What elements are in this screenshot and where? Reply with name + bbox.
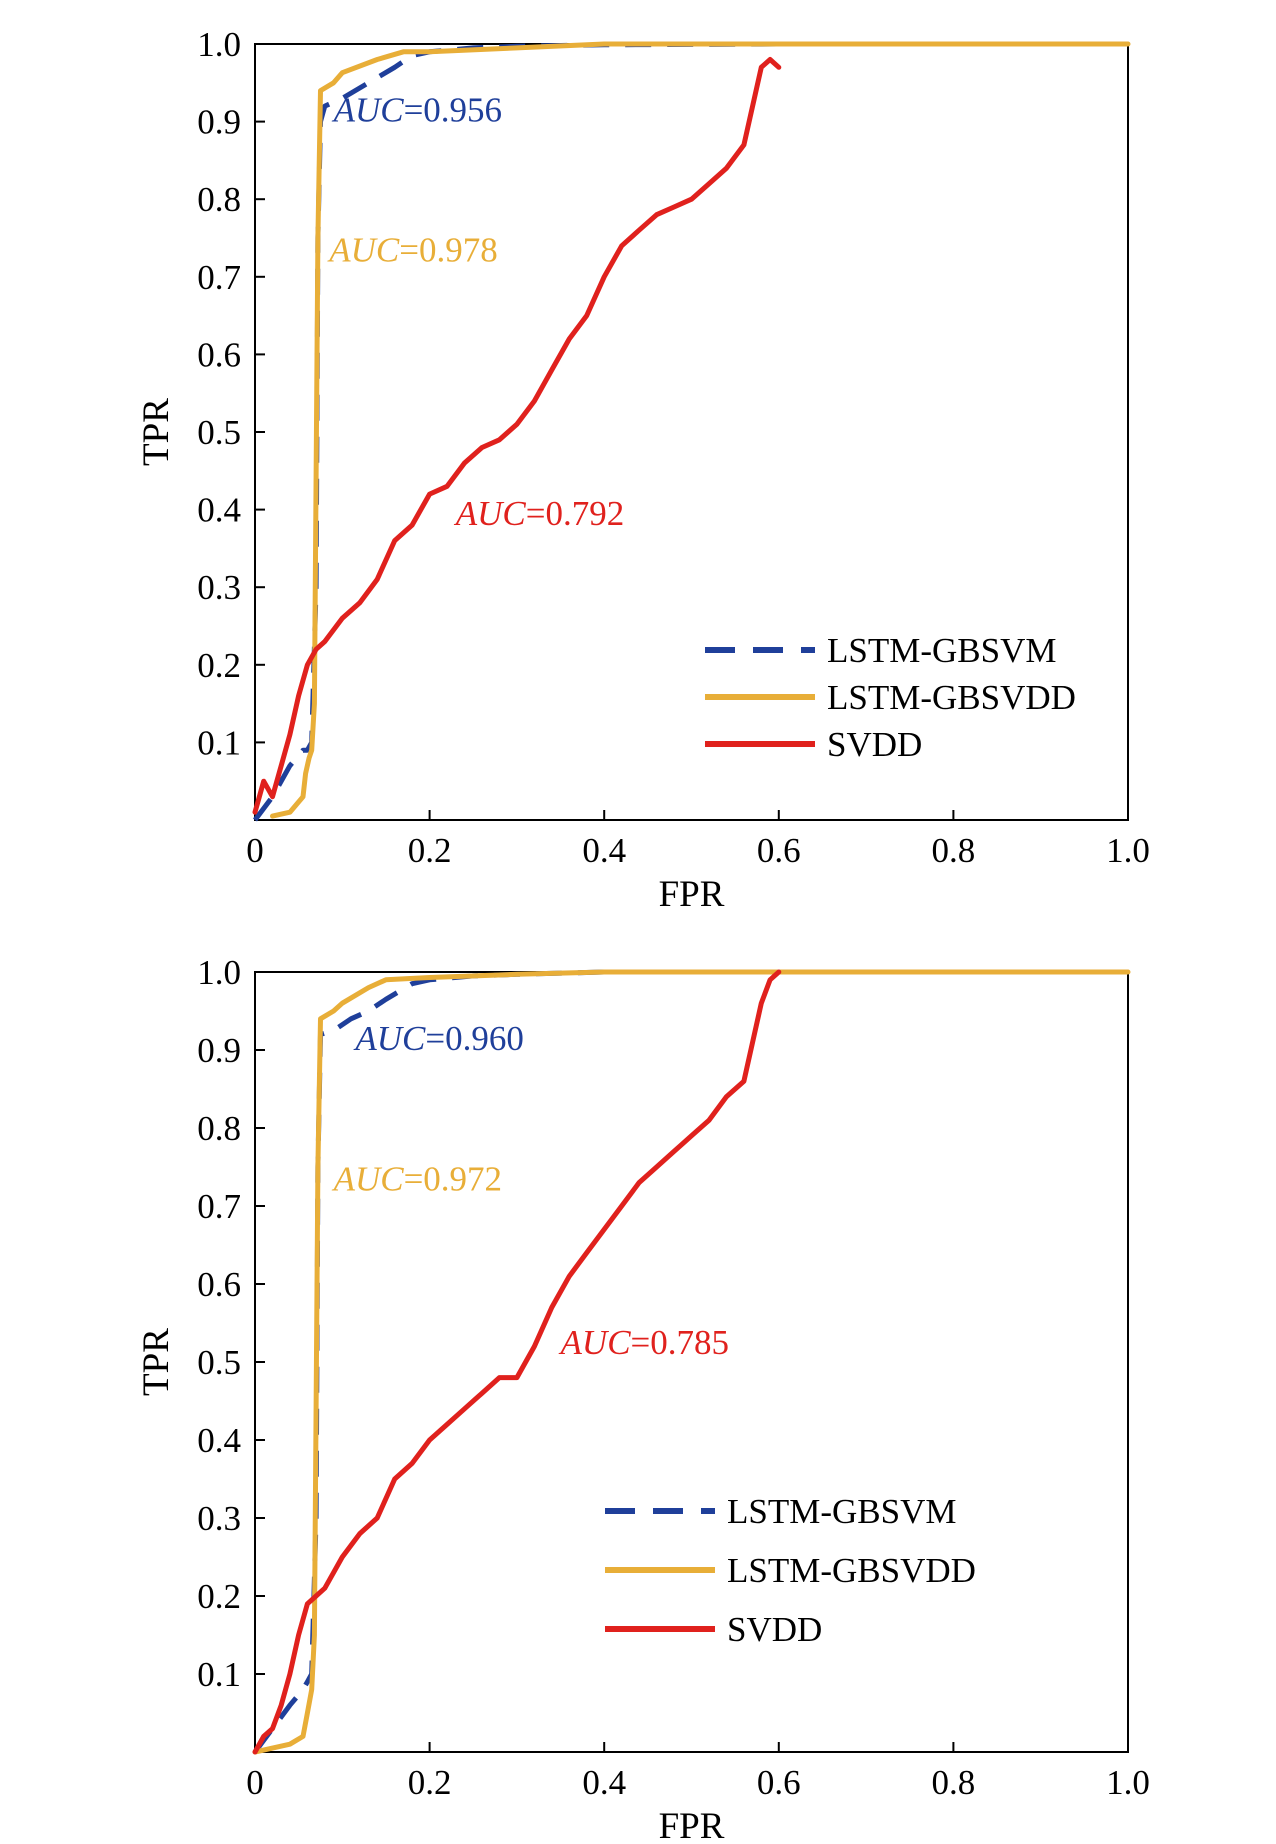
series-line-lstm-gbsvdd bbox=[270, 41, 1131, 819]
y-tick-label: 0.1 bbox=[197, 1655, 241, 1694]
legend-label: SVDD bbox=[827, 725, 922, 764]
y-axis-label: TPR bbox=[136, 398, 177, 466]
y-axis-label: TPR bbox=[136, 1328, 177, 1396]
auc-annotation: AUC=0.785 bbox=[559, 1323, 730, 1362]
auc-value: =0.792 bbox=[526, 494, 625, 533]
x-tick-label: 1.0 bbox=[1106, 1763, 1150, 1802]
x-tick-label: 0 bbox=[246, 1763, 264, 1802]
y-tick-label: 0.2 bbox=[197, 646, 241, 685]
legend: LSTM-GBSVM LSTM-GBSVDD SVDD bbox=[605, 1492, 976, 1649]
auc-label: AUC bbox=[327, 230, 400, 269]
auc-label: AUC bbox=[559, 1323, 632, 1362]
auc-annotation: AUC=0.956 bbox=[332, 91, 503, 130]
legend-label: LSTM-GBSVM bbox=[827, 631, 1056, 670]
auc-value: =0.956 bbox=[404, 91, 503, 130]
x-tick-label: 0.2 bbox=[408, 1763, 452, 1802]
x-tick-label: 0.6 bbox=[757, 831, 801, 870]
legend-label: SVDD bbox=[727, 1610, 822, 1649]
auc-annotation: AUC=0.978 bbox=[327, 230, 498, 269]
chart-1: 0 0.2 0.4 0.6 0.8 1.0 0.1 0.2 0.3 0.4 0.5 0.6 0.7 0.8… bbox=[136, 25, 1150, 915]
x-axis-label: FPR bbox=[659, 874, 725, 915]
legend: LSTM-GBSVM LSTM-GBSVDD SVDD bbox=[705, 631, 1076, 764]
auc-label: AUC bbox=[454, 494, 527, 533]
y-tick-label: 0.4 bbox=[197, 491, 241, 530]
y-tick-label: 0.2 bbox=[197, 1577, 241, 1616]
auc-label: AUC bbox=[353, 1019, 426, 1058]
y-tick-label: 0.4 bbox=[197, 1421, 241, 1460]
y-tick-label: 0.6 bbox=[197, 1265, 241, 1304]
auc-value: =0.785 bbox=[631, 1323, 730, 1362]
x-tick-label: 0.2 bbox=[408, 831, 452, 870]
series-line-svdd bbox=[252, 969, 782, 1755]
y-tick-label: 0.7 bbox=[197, 1187, 241, 1226]
auc-label: AUC bbox=[332, 1159, 405, 1198]
y-tick-label: 0.9 bbox=[197, 103, 241, 142]
chart-2: 0 0.2 0.4 0.6 0.8 1.0 0.1 0.2 0.3 0.4 0.5 0.6 0.7 0.8… bbox=[136, 953, 1150, 1844]
y-tick-label: 0.5 bbox=[197, 413, 241, 452]
y-tick-label: 0.5 bbox=[197, 1343, 241, 1382]
auc-label: AUC bbox=[332, 91, 405, 130]
legend-label: LSTM-GBSVDD bbox=[827, 678, 1076, 717]
auc-annotation: AUC=0.960 bbox=[353, 1019, 524, 1058]
x-tick-label: 0.4 bbox=[582, 1763, 626, 1802]
y-tick-label: 1.0 bbox=[197, 25, 241, 64]
y-tick-label: 0.3 bbox=[197, 568, 241, 607]
auc-value: =0.978 bbox=[399, 230, 498, 269]
x-axis-label: FPR bbox=[659, 1806, 725, 1839]
y-tick-label: 0.6 bbox=[197, 335, 241, 374]
y-tick-label: 0.8 bbox=[197, 1109, 241, 1148]
legend-label: LSTM-GBSVM bbox=[727, 1492, 956, 1531]
auc-value: =0.960 bbox=[425, 1019, 524, 1058]
x-tick-label: 0.8 bbox=[932, 831, 976, 870]
auc-annotation: AUC=0.792 bbox=[454, 494, 625, 533]
x-tick-label: 0 bbox=[246, 831, 264, 870]
legend-label: LSTM-GBSVDD bbox=[727, 1551, 976, 1590]
x-tick-label: 0.8 bbox=[932, 1763, 976, 1802]
y-tick-label: 0.7 bbox=[197, 258, 241, 297]
y-tick-label: 0.1 bbox=[197, 723, 241, 762]
x-tick-label: 0.6 bbox=[757, 1763, 801, 1802]
x-tick-label: 0.4 bbox=[582, 831, 626, 870]
y-tick-label: 0.3 bbox=[197, 1499, 241, 1538]
y-tick-label: 0.9 bbox=[197, 1031, 241, 1070]
x-tick-label: 1.0 bbox=[1106, 831, 1150, 870]
y-tick-label: 1.0 bbox=[197, 953, 241, 992]
auc-annotation: AUC=0.972 bbox=[332, 1159, 503, 1198]
series-line-svdd bbox=[252, 57, 782, 815]
y-tick-label: 0.8 bbox=[197, 180, 241, 219]
series-line-lstm-gbsvdd bbox=[252, 969, 1131, 1755]
auc-value: =0.972 bbox=[404, 1159, 503, 1198]
